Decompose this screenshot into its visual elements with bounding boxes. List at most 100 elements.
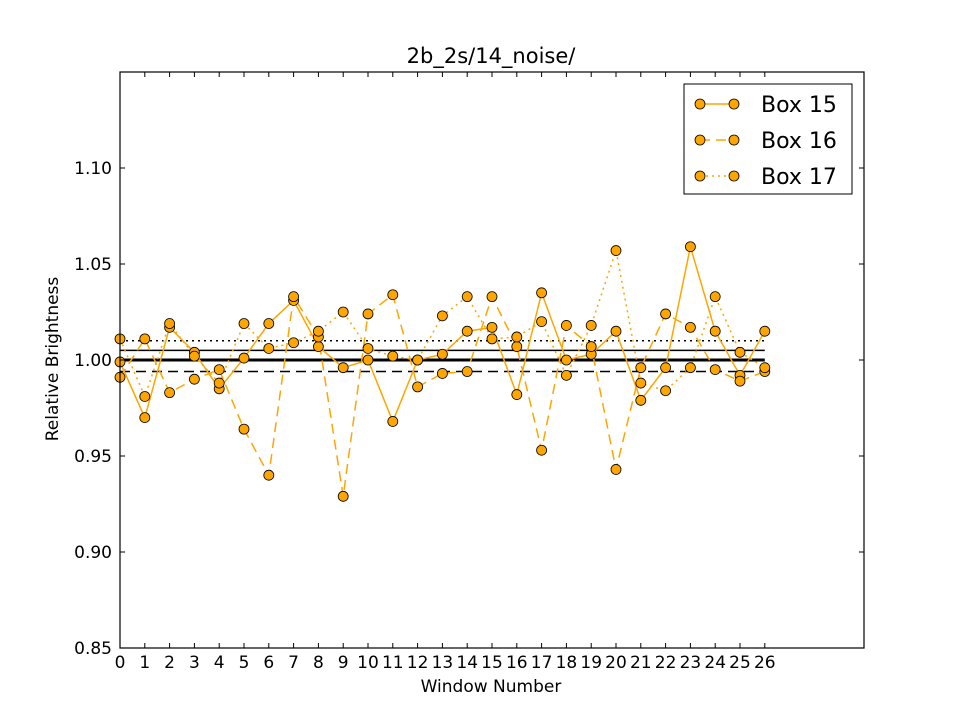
x-tick-label: 3 xyxy=(189,653,200,673)
x-tick-label: 1 xyxy=(139,653,150,673)
series-1-point xyxy=(436,348,448,360)
series-2-point xyxy=(486,291,498,303)
series-1-point xyxy=(387,416,399,427)
x-tick-label: 12 xyxy=(407,653,429,673)
series-1-point xyxy=(511,389,523,400)
series-3-point xyxy=(635,377,647,389)
series-1-point xyxy=(337,362,349,374)
series-1-point xyxy=(709,325,721,337)
x-axis-label: Window Number xyxy=(421,677,562,697)
x-tick-label: 17 xyxy=(531,653,553,673)
x-tick-label: 15 xyxy=(481,653,503,673)
series-3-point xyxy=(685,362,696,374)
series-3-point xyxy=(263,343,275,354)
plot-area: 0 1 2 3 4 5 6 7 8 9 10 11 12 13 14 15 16 17 18 19 20 21 22 23 24… xyxy=(74,71,865,673)
series-1-point xyxy=(660,362,671,374)
series-3-point xyxy=(709,291,721,303)
series-1-point xyxy=(461,325,473,337)
series-3-point xyxy=(561,369,572,381)
series-1-point xyxy=(486,321,498,333)
series-3-point xyxy=(585,320,597,331)
series-1-point xyxy=(635,394,647,406)
series-3-point xyxy=(188,350,200,362)
series-3-point xyxy=(461,291,473,303)
series-2-point xyxy=(734,375,746,387)
series-3-point xyxy=(238,318,250,329)
series-2-point xyxy=(635,362,647,374)
series-1-point xyxy=(263,318,275,329)
series-2-point xyxy=(337,490,349,502)
x-tick-label: 18 xyxy=(556,653,578,673)
series-2-point xyxy=(511,341,523,352)
series-1-point xyxy=(759,325,771,337)
series-3-point xyxy=(139,391,151,402)
y-tick-label: 1.05 xyxy=(74,255,112,275)
series-2-point xyxy=(436,368,448,379)
series-1-point xyxy=(536,287,547,299)
x-tick-label: 14 xyxy=(456,653,478,673)
x-tick-label: 2 xyxy=(164,653,175,673)
series-3-point xyxy=(436,310,448,322)
series-2-point xyxy=(288,291,300,303)
y-axis-label: Relative Brightness xyxy=(43,277,63,442)
series-2-point xyxy=(685,321,696,333)
x-tick-label: 9 xyxy=(338,653,349,673)
x-tick-label: 26 xyxy=(754,653,776,673)
y-tick-label: 0.95 xyxy=(74,447,112,467)
x-tick-label: 5 xyxy=(239,653,250,673)
legend-label-3: Box 17 xyxy=(761,165,837,190)
y-tick-label: 0.90 xyxy=(74,543,112,563)
series-3-point xyxy=(362,343,374,354)
series-1-point xyxy=(238,352,250,364)
y-tick-label: 1.10 xyxy=(74,159,112,179)
series-2-point xyxy=(387,289,399,301)
series-2-point xyxy=(536,444,547,456)
series-3-point xyxy=(536,316,547,328)
series-3-point xyxy=(511,331,523,343)
x-tick-label: 6 xyxy=(263,653,274,673)
series-3-point xyxy=(337,306,349,318)
x-tick-label: 24 xyxy=(704,653,726,673)
x-tick-label: 19 xyxy=(580,653,602,673)
series-3-point xyxy=(312,325,324,337)
series-3-point xyxy=(486,333,498,345)
series-3-point xyxy=(213,377,225,389)
x-tick-label: 0 xyxy=(115,653,126,673)
series-1-point xyxy=(362,354,374,366)
y-tick-label: 0.85 xyxy=(74,639,112,659)
series-1-point xyxy=(561,354,572,366)
series-3-point xyxy=(164,318,176,329)
series-2-point xyxy=(213,364,225,376)
series-2-point xyxy=(412,381,424,393)
x-tick-label: 16 xyxy=(506,653,528,673)
series-3-point xyxy=(412,354,424,366)
series-3-point xyxy=(734,346,746,358)
legend-marker-3 xyxy=(728,170,740,182)
series-2-point xyxy=(139,333,151,345)
x-tick-label: 11 xyxy=(382,653,404,673)
series-3-point xyxy=(610,245,622,256)
series-2-point xyxy=(709,364,721,376)
series-3-point xyxy=(759,362,771,374)
series-2-point xyxy=(660,308,671,320)
series-2-point xyxy=(610,464,622,475)
x-tick-label: 8 xyxy=(313,653,324,673)
series-1-point xyxy=(610,325,622,337)
series-line-2 xyxy=(119,293,766,497)
legend-marker-2 xyxy=(694,134,706,146)
x-tick-label: 4 xyxy=(214,653,225,673)
legend-label-2: Box 16 xyxy=(761,129,837,154)
legend-label-1: Box 15 xyxy=(761,93,837,118)
x-tick-label: 25 xyxy=(729,653,751,673)
series-1-point xyxy=(312,341,324,352)
y-tick-label: 1.00 xyxy=(74,351,112,371)
series-2-point xyxy=(561,320,572,331)
legend: Box 15 Box 16 Box 17 xyxy=(683,83,853,195)
x-tick-label: 23 xyxy=(680,653,702,673)
series-3-point xyxy=(660,385,671,397)
x-tick-label: 13 xyxy=(432,653,454,673)
series-2-point xyxy=(461,366,473,377)
x-tick-label: 7 xyxy=(288,653,299,673)
series-3-point xyxy=(288,337,300,349)
